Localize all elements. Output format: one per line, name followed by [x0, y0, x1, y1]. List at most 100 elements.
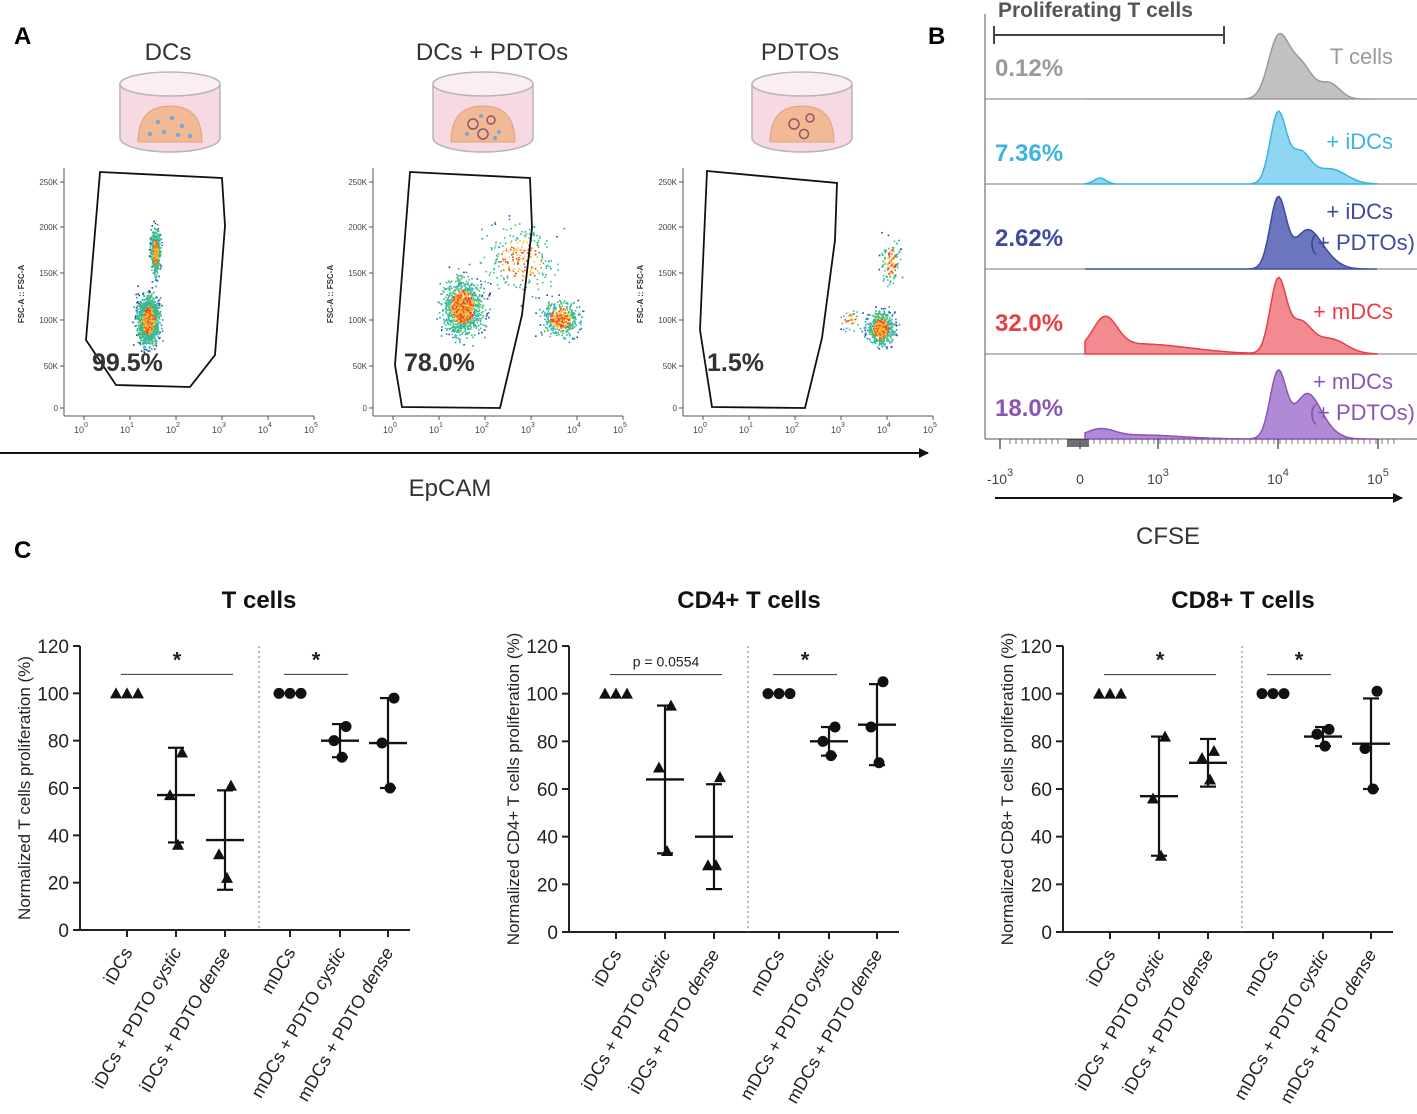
flow-dot	[157, 335, 159, 338]
flow-dot	[518, 223, 521, 225]
flow-dot	[545, 240, 548, 242]
flow-dot	[158, 260, 160, 263]
flow-dot	[469, 315, 472, 318]
flow-dot	[891, 247, 894, 249]
flow-dot	[547, 318, 549, 320]
flow-dot	[481, 296, 484, 298]
flow-dot	[491, 248, 493, 251]
flow-dot	[887, 329, 890, 331]
flow-dot	[477, 305, 479, 307]
flow-dot	[875, 326, 878, 329]
flow-dot	[158, 252, 160, 254]
flow-dot	[504, 261, 507, 263]
flow-dot	[159, 311, 162, 313]
flow-dot	[563, 319, 565, 322]
flow-dot	[150, 328, 152, 331]
flow-dot	[502, 277, 505, 279]
flow-dot	[144, 312, 147, 314]
flow-dot	[543, 312, 546, 314]
flow-dot	[840, 316, 843, 319]
flow-dot	[850, 314, 853, 316]
flow-dot	[578, 312, 580, 315]
flow-dot	[480, 283, 483, 286]
data-point-triangle	[702, 859, 714, 871]
flow-dot	[156, 238, 158, 241]
flow-x-tick-label: 103	[831, 422, 845, 435]
flow-dot	[151, 287, 154, 289]
flow-dot	[544, 326, 547, 329]
data-point-circle	[1323, 723, 1335, 735]
flow-dot	[474, 317, 476, 319]
flow-dot	[878, 338, 881, 341]
flow-dot	[153, 291, 155, 294]
cfse-histogram-0: 0.12% T cells	[984, 14, 1417, 100]
flow-dot	[554, 328, 556, 331]
flow-dot	[454, 315, 457, 318]
flow-dot	[881, 340, 884, 343]
flow-dot	[512, 256, 514, 258]
flow-dot	[496, 284, 499, 286]
flow-dot	[479, 314, 482, 316]
flow-dot	[139, 303, 142, 305]
flow-dot	[888, 312, 890, 314]
cfse-x-tick-label: -103	[987, 467, 1013, 487]
flow-dot	[152, 332, 154, 335]
flow-dot	[537, 239, 540, 242]
flow-dot	[867, 323, 869, 325]
flow-dot	[878, 329, 880, 332]
flow-dot	[890, 329, 893, 331]
flow-dot	[153, 313, 156, 316]
flow-dot	[158, 332, 160, 335]
flow-dot	[874, 319, 877, 322]
flow-dot	[447, 296, 450, 299]
flow-dot	[875, 321, 877, 324]
flow-dot	[482, 304, 485, 307]
flow-dot	[448, 323, 450, 326]
flow-dot	[155, 228, 158, 231]
data-point-circle	[284, 687, 296, 699]
flow-dot	[484, 324, 486, 327]
flow-dot	[154, 297, 157, 299]
flow-dot	[551, 319, 554, 322]
flow-dot	[150, 339, 153, 342]
flow-dot	[873, 335, 875, 337]
flow-dot	[555, 322, 557, 325]
flow-dot	[138, 332, 140, 334]
x-label-italic: dense	[1176, 946, 1218, 998]
flow-dot	[141, 342, 144, 344]
flow-dot	[460, 329, 462, 332]
flow-dot	[875, 340, 877, 343]
flow-dot	[559, 327, 561, 330]
flow-dot	[461, 308, 464, 311]
flow-dot	[519, 254, 521, 257]
flow-dot	[487, 311, 490, 314]
flow-dot	[550, 325, 552, 327]
flow-dot	[555, 318, 557, 321]
flow-dot	[874, 332, 877, 334]
flow-dot	[463, 288, 465, 291]
flow-y-tick-label: 50K	[44, 362, 59, 371]
flow-dot	[146, 296, 149, 299]
flow-dot	[470, 319, 472, 322]
flow-dot	[154, 241, 157, 243]
flow-dot	[447, 322, 449, 325]
flow-dot	[883, 263, 886, 266]
flow-dot	[880, 313, 882, 316]
flow-dot	[159, 313, 162, 315]
data-point-triangle	[1204, 773, 1216, 785]
flow-dot	[460, 277, 463, 280]
flow-dot	[465, 295, 468, 298]
flow-dot	[881, 328, 884, 331]
flow-dot	[148, 321, 151, 323]
flow-dot	[149, 314, 151, 316]
flow-dot	[563, 336, 566, 339]
flow-dot	[466, 313, 468, 315]
flow-dot	[142, 336, 145, 339]
flow-dot	[510, 240, 513, 243]
flow-dot	[139, 327, 142, 329]
flow-dot	[471, 287, 473, 289]
flow-dot	[578, 321, 581, 324]
flow-dot	[154, 238, 156, 241]
flow-dot	[471, 307, 473, 309]
flow-dot	[157, 238, 159, 240]
